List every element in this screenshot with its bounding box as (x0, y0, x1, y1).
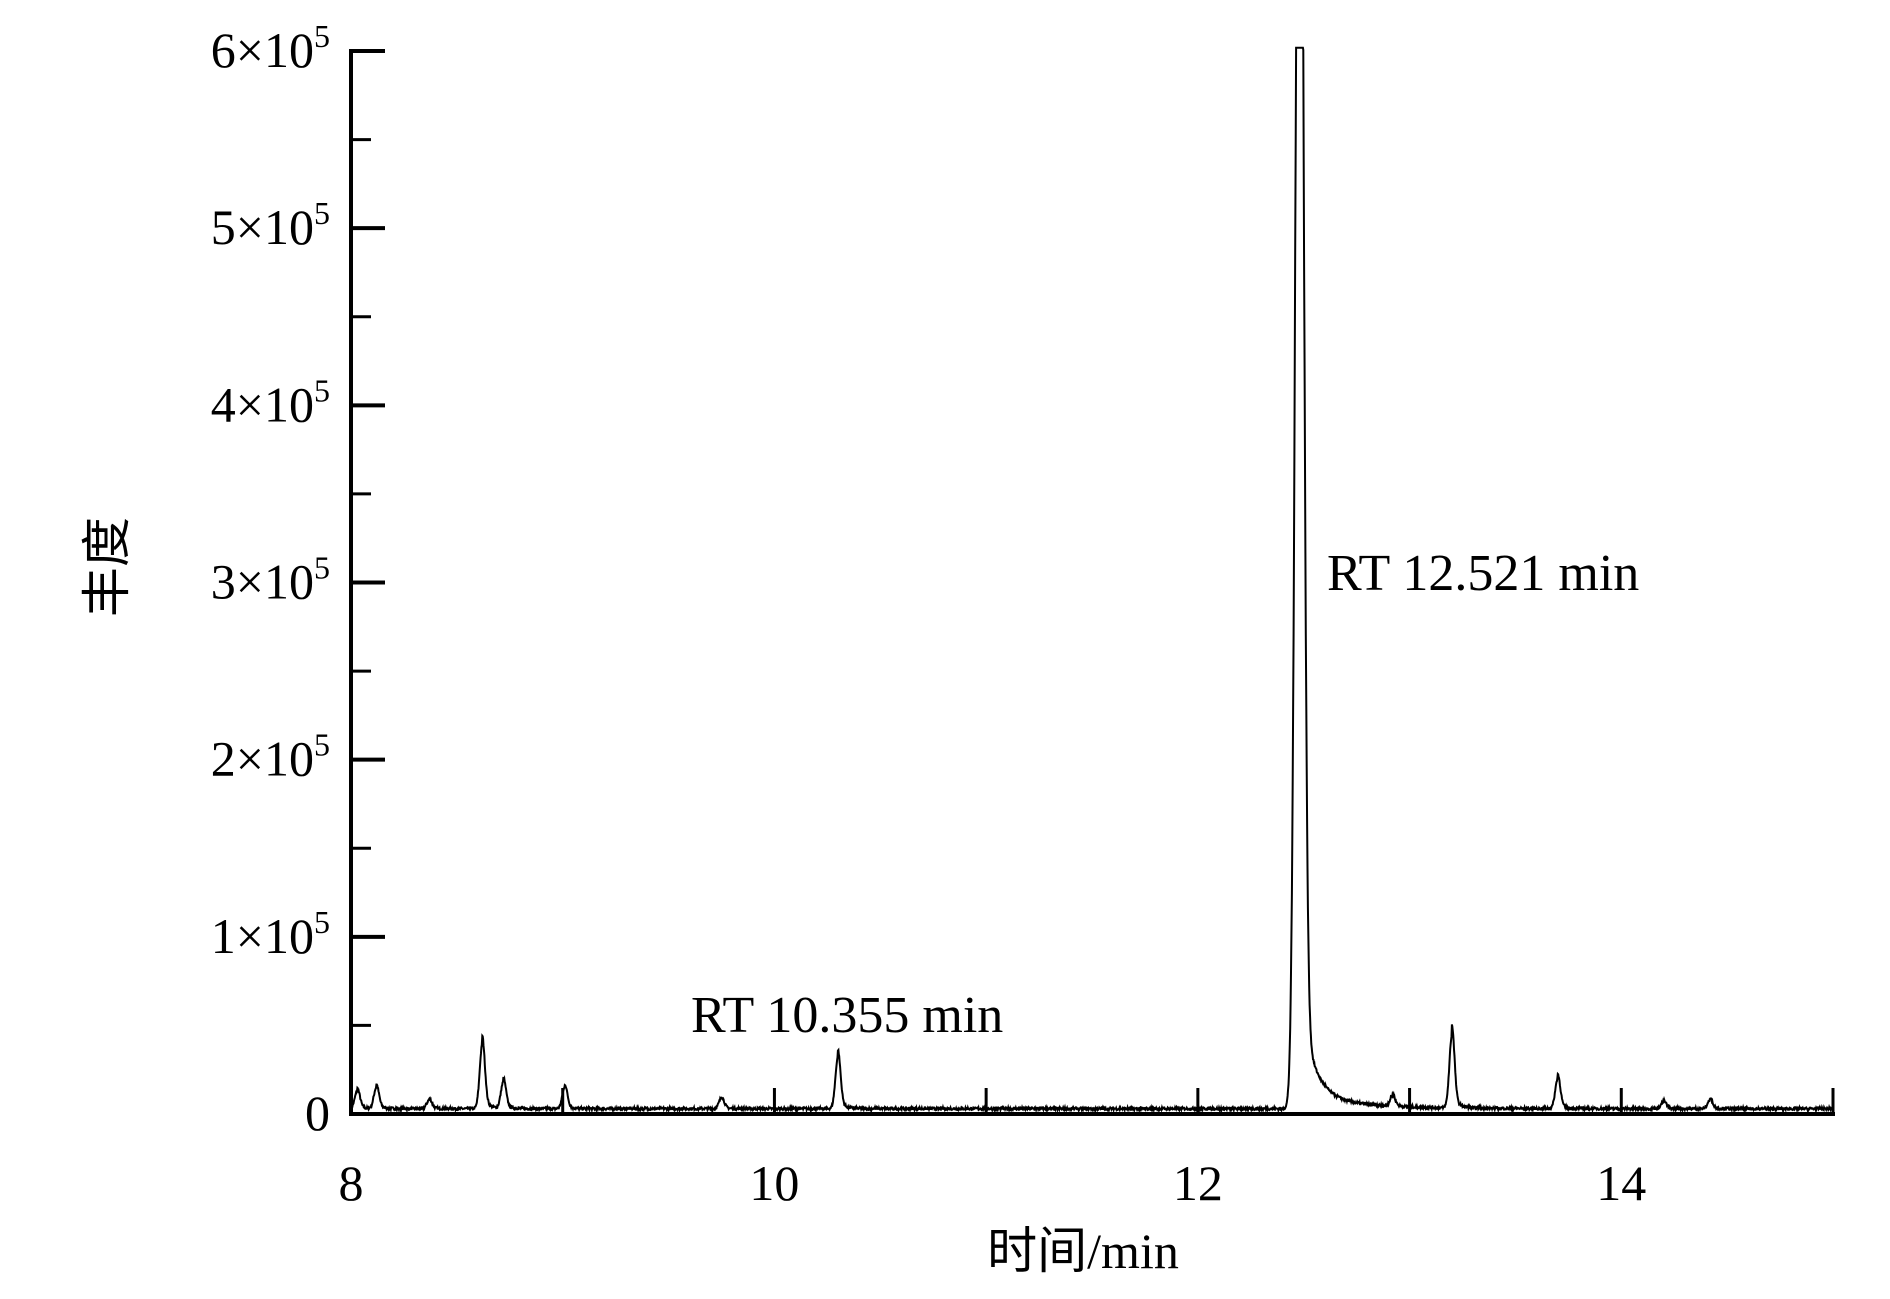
y-tick-label: 2×105 (211, 727, 330, 787)
y-tick-label: 5×105 (211, 195, 330, 255)
y-tick-label: 0 (305, 1085, 330, 1141)
x-tick-label: 8 (339, 1155, 364, 1211)
annotation-rt-12-521: RT 12.521 min (1327, 545, 1639, 602)
x-tick-label: 12 (1173, 1155, 1223, 1211)
x-tick-label: 14 (1596, 1155, 1646, 1211)
chromatogram-trace (350, 46, 1834, 1114)
y-tick-label: 1×105 (211, 904, 330, 964)
y-tick-label: 3×105 (211, 550, 330, 610)
y-tick-label: 4×105 (211, 372, 330, 432)
annotation-rt-10-355: RT 10.355 min (691, 987, 1003, 1044)
y-axis-title: 丰度 (79, 517, 135, 617)
x-tick-label: 10 (749, 1155, 799, 1211)
x-axis-title: 时间/min (987, 1223, 1179, 1279)
y-axis-ticks: 0 1×105 2×105 3×105 4×105 5×105 6×105 (211, 18, 385, 1141)
y-tick-label: 6×105 (211, 18, 330, 78)
